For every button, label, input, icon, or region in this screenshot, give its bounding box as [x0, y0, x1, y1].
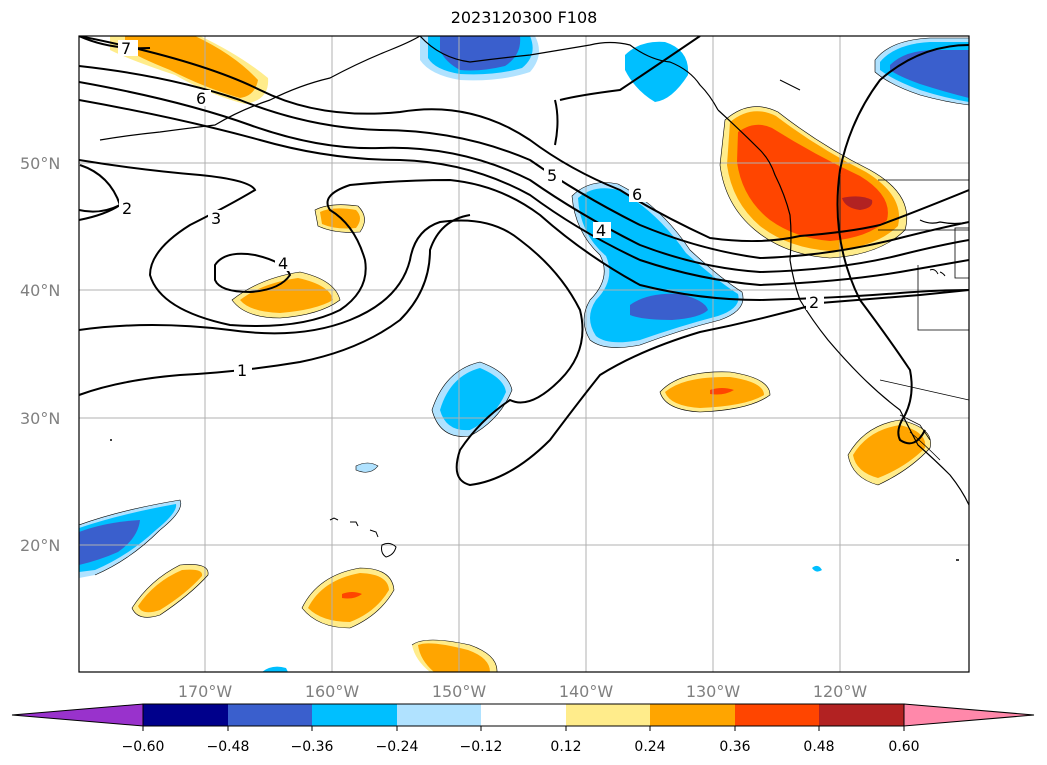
longitude-labels: 170°W 160°W 150°W 140°W 130°W 120°W: [178, 682, 868, 701]
anomaly-positive-region: [138, 569, 203, 613]
colorbar-extend-right: [903, 703, 1035, 727]
colorbar-extend-left: [11, 703, 144, 727]
lon-label: 130°W: [686, 682, 741, 701]
latitude-labels: 50°N 40°N 30°N 20°N: [20, 154, 60, 555]
map-title: 2023120300 F108: [450, 8, 598, 27]
colorbar-tick-label: −0.24: [376, 739, 419, 755]
colorbar-segment: [566, 704, 650, 726]
contour-line: [214, 252, 292, 294]
contour-label: 2: [122, 199, 132, 218]
lat-label: 50°N: [20, 154, 60, 173]
contour-line: [79, 219, 969, 487]
anomaly-positive-region: [710, 388, 734, 395]
contour-label: 4: [278, 254, 288, 273]
anomaly-outlines: [79, 37, 969, 672]
map-frame: [78, 35, 970, 673]
map-plot-area: 7 6 2 3 4 1 5 4 6 2: [79, 36, 969, 672]
colorbar-segment: [228, 704, 312, 726]
lat-label: 40°N: [20, 281, 60, 300]
contour-label: 3: [211, 209, 221, 228]
contour-line: [79, 36, 969, 243]
contour-label: 1: [237, 361, 247, 380]
colorbar-tick-label: −0.48: [207, 739, 250, 755]
contour-labels: 7 6 2 3 4 1 5 4 6 2: [118, 39, 824, 380]
lon-label: 150°W: [432, 682, 487, 701]
colorbar-segment: [312, 704, 397, 726]
colorbar-tick-label: 0.12: [550, 739, 581, 755]
lon-label: 120°W: [813, 682, 868, 701]
colorbar-segment: [397, 704, 481, 726]
colorbar-tick-label: 0.60: [888, 739, 919, 755]
contour-line: [79, 214, 471, 396]
anomaly-positive-region: [240, 278, 333, 313]
colorbar-tick-label: −0.12: [460, 739, 503, 755]
anomaly-negative-region: [812, 565, 822, 572]
anomaly-positive-region: [342, 592, 362, 599]
anomaly-negative-region: [625, 41, 689, 102]
colorbar-segment: [143, 704, 228, 726]
lat-label: 20°N: [20, 536, 60, 555]
lat-label: 30°N: [20, 409, 60, 428]
contour-line: [554, 99, 559, 146]
anomaly-negative-region: [262, 666, 288, 672]
colorbar-tick-label: 0.48: [803, 739, 834, 755]
contour-line: [79, 36, 151, 50]
anomaly-negative-region: [356, 463, 378, 473]
anomaly-negative-region: [79, 520, 140, 565]
anomaly-positive-region: [842, 196, 873, 210]
colorbar-tick-label: −0.36: [291, 739, 334, 755]
contour-line: [836, 44, 969, 445]
colorbar-segment: [819, 704, 904, 726]
anomaly-positive-region: [418, 643, 490, 672]
contour-line: [559, 36, 701, 101]
anomaly-negative-region: [440, 36, 521, 71]
contour-label: 5: [547, 166, 557, 185]
anomaly-positive-region: [737, 124, 888, 241]
lon-label: 170°W: [178, 682, 233, 701]
colorbar-tick-label: 0.36: [719, 739, 750, 755]
contour-line: [79, 159, 969, 327]
colorbar-tick-label: 0.24: [634, 739, 665, 755]
contour-label: 4: [596, 221, 606, 240]
contour-lines: [79, 36, 969, 487]
lon-label: 140°W: [559, 682, 614, 701]
colorbar-segment: [735, 704, 819, 726]
anomaly-positive-region: [853, 425, 926, 478]
contour-label: 6: [196, 89, 206, 108]
colorbar: −0.60 −0.48 −0.36 −0.24 −0.12 0.12 0.24 …: [11, 703, 1035, 755]
coastlines: [99, 36, 969, 561]
anomaly-positive-region: [125, 36, 258, 98]
contour-line: [79, 81, 969, 274]
colorbar-segment: [481, 704, 566, 726]
colorbar-segment: [650, 704, 735, 726]
lon-label: 160°W: [305, 682, 360, 701]
contour-line: [79, 99, 969, 287]
anomaly-negative-region: [890, 50, 969, 98]
contour-label: 2: [809, 293, 819, 312]
anomaly-negative-region: [630, 293, 708, 320]
colorbar-tick-label: −0.60: [122, 739, 165, 755]
contour-label: 6: [632, 185, 642, 204]
contour-label: 7: [121, 39, 131, 58]
